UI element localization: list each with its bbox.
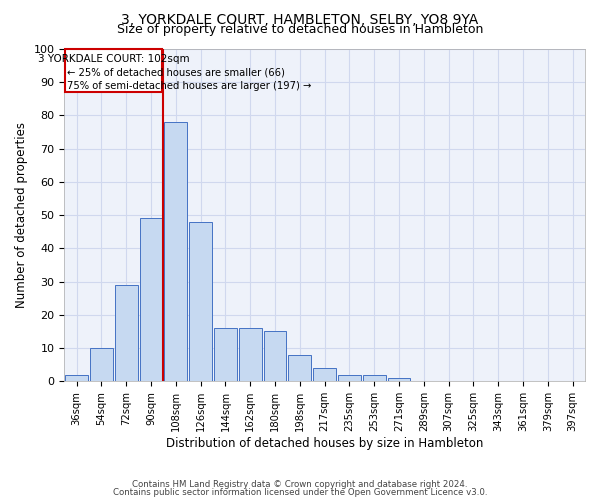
- Text: ← 25% of detached houses are smaller (66): ← 25% of detached houses are smaller (66…: [67, 68, 284, 78]
- Text: Contains public sector information licensed under the Open Government Licence v3: Contains public sector information licen…: [113, 488, 487, 497]
- Y-axis label: Number of detached properties: Number of detached properties: [15, 122, 28, 308]
- Bar: [214, 328, 237, 382]
- Bar: [164, 122, 187, 382]
- Text: 3, YORKDALE COURT, HAMBLETON, SELBY, YO8 9YA: 3, YORKDALE COURT, HAMBLETON, SELBY, YO8…: [121, 12, 479, 26]
- Bar: [338, 374, 361, 382]
- X-axis label: Distribution of detached houses by size in Hambleton: Distribution of detached houses by size …: [166, 437, 484, 450]
- Bar: [388, 378, 410, 382]
- Bar: [289, 355, 311, 382]
- Bar: [140, 218, 163, 382]
- Bar: [115, 285, 137, 382]
- Text: Contains HM Land Registry data © Crown copyright and database right 2024.: Contains HM Land Registry data © Crown c…: [132, 480, 468, 489]
- Bar: [313, 368, 336, 382]
- Bar: [189, 222, 212, 382]
- FancyBboxPatch shape: [65, 49, 162, 92]
- Text: 3 YORKDALE COURT: 102sqm: 3 YORKDALE COURT: 102sqm: [38, 54, 190, 64]
- Text: Size of property relative to detached houses in Hambleton: Size of property relative to detached ho…: [117, 22, 483, 36]
- Text: 75% of semi-detached houses are larger (197) →: 75% of semi-detached houses are larger (…: [67, 80, 311, 90]
- Bar: [65, 374, 88, 382]
- Bar: [263, 332, 286, 382]
- Bar: [239, 328, 262, 382]
- Bar: [363, 374, 386, 382]
- Bar: [90, 348, 113, 382]
